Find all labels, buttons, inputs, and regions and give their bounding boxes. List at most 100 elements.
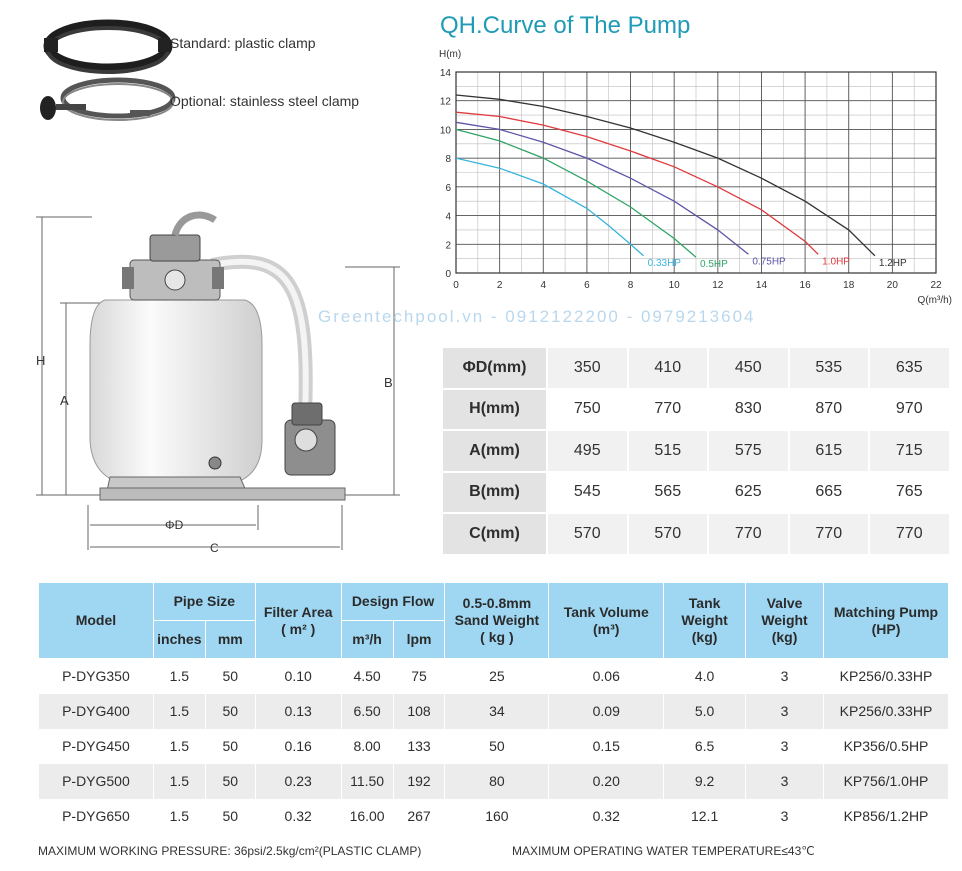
x-tick-label: 22 (930, 280, 942, 291)
dimension-cell: 570 (626, 512, 709, 556)
spec-cell: 80 (444, 763, 550, 799)
dimension-cell: 350 (546, 346, 629, 390)
spec-cell: 0.20 (548, 763, 665, 799)
spec-cell: 25 (444, 658, 550, 694)
spec-cell: 267 (392, 798, 446, 834)
spec-cell: 8.00 (340, 728, 394, 764)
x-axis-label: Q(m³/h) (918, 295, 952, 306)
pump-curve-chart: 0 2 4 6 8 10 12 14 16 18 20 22 0 2 4 6 8 10 12 14 H(m) Q(m³/h… (439, 49, 952, 306)
dimension-cell: 515 (626, 429, 709, 473)
y-tick-label: 2 (445, 240, 451, 251)
dimension-cell: 545 (546, 470, 629, 514)
dimension-row: B(mm) 545 565 625 665 765 (441, 470, 951, 514)
header-pipe-size: Pipe Size (152, 582, 256, 621)
table-row: P-DYG350 1.5 50 0.10 4.50 75 25 0.06 4.0 3 KP256/0… (38, 658, 950, 694)
table-row: P-DYG450 1.5 50 0.16 8.00 133 50 0.15 6.5 3 KP356/… (38, 728, 950, 764)
dimension-cell: 870 (787, 387, 870, 431)
spec-cell: 6.50 (340, 693, 394, 729)
dimension-cell: 410 (626, 346, 709, 390)
dimension-cell: 575 (707, 429, 790, 473)
dimension-table: ΦD(mm) 350 410 450 535 635 H(mm) 750 770 830 870 97… (441, 346, 951, 556)
series-line (455, 157, 645, 257)
spec-cell: 0.09 (548, 693, 665, 729)
header-inches: inches (152, 620, 206, 659)
dimension-cell: 770 (868, 512, 951, 556)
steel-clamp-label: Optional: stainless steel clamp (170, 93, 360, 109)
watermark-text: Greentechpool.vn - 0912122200 - 09792136… (318, 307, 756, 326)
spec-cell: P-DYG650 (38, 798, 154, 834)
plastic-clamp-label: Standard: plastic clamp (170, 35, 316, 51)
x-tick-label: 8 (628, 280, 634, 291)
spec-cell: 50 (204, 728, 256, 764)
series-line (455, 121, 749, 255)
table-row: P-DYG400 1.5 50 0.13 6.50 108 34 0.09 5.0 3 KP256/… (38, 693, 950, 729)
x-tick-label: 20 (887, 280, 899, 291)
spec-cell: 4.0 (663, 658, 747, 694)
spec-cell: 3 (745, 728, 824, 764)
spec-cell: 75 (392, 658, 446, 694)
header-tank-volume: Tank Volume (m³) (548, 582, 665, 659)
spec-cell: 50 (444, 728, 550, 764)
spec-cell: 9.2 (663, 763, 747, 799)
series-label: 1.2HP (879, 258, 907, 269)
spec-cell: 16.00 (340, 798, 394, 834)
dimension-cell: 535 (787, 346, 870, 390)
y-tick-label: 12 (440, 97, 452, 108)
plastic-clamp-image (43, 19, 173, 74)
dimension-cell: 570 (546, 512, 629, 556)
spec-cell: 0.13 (254, 693, 342, 729)
dim-label-a: A (60, 393, 69, 408)
spec-cell: 0.32 (254, 798, 342, 834)
series-label: 0.33HP (648, 258, 682, 269)
header-sand-weight: 0.5-0.8mm Sand Weight( kg ) (444, 582, 550, 659)
spec-cell: 1.5 (152, 763, 206, 799)
x-tick-label: 6 (584, 280, 590, 291)
spec-cell: 192 (392, 763, 446, 799)
header-mm: mm (204, 620, 256, 659)
spec-cell: 3 (745, 658, 824, 694)
series-line (455, 128, 697, 258)
header-valve-weight: Valve Weight (kg) (745, 582, 824, 659)
dimension-row: A(mm) 495 515 575 615 715 (441, 429, 951, 473)
x-tick-label: 18 (843, 280, 855, 291)
series-line (455, 111, 819, 255)
x-tick-label: 0 (453, 280, 459, 291)
spec-cell: 6.5 (663, 728, 747, 764)
y-tick-label: 6 (445, 183, 451, 194)
spec-cell: 5.0 (663, 693, 747, 729)
series-label: 0.75HP (752, 256, 786, 267)
dim-label-h: H (36, 353, 45, 368)
plot-frame (455, 71, 937, 274)
spec-cell: 1.5 (152, 728, 206, 764)
x-tick-label: 2 (497, 280, 503, 291)
steel-clamp-image (40, 77, 176, 121)
x-tick-label: 4 (540, 280, 546, 291)
spec-cell: 11.50 (340, 763, 394, 799)
header-filter-area: Filter Area( m² ) (254, 582, 342, 659)
dim-label-d: ΦD (165, 518, 184, 532)
dimension-cell: 495 (546, 429, 629, 473)
footnote-pressure: MAXIMUM WORKING PRESSURE: 36psi/2.5kg/cm… (38, 844, 422, 858)
table-row: P-DYG500 1.5 50 0.23 11.50 192 80 0.20 9.2 3 KP756… (38, 763, 950, 799)
y-tick-label: 8 (445, 154, 451, 165)
spec-cell: KP256/0.33HP (822, 693, 950, 729)
spec-cell: 4.50 (340, 658, 394, 694)
spec-cell: 0.15 (548, 728, 665, 764)
table-row: P-DYG650 1.5 50 0.32 16.00 267 160 0.32 12.1 3 KP8… (38, 798, 950, 834)
series-label: 0.5HP (700, 259, 728, 270)
spec-cell: P-DYG500 (38, 763, 154, 799)
header-matching-pump: Matching Pump (HP) (822, 582, 950, 659)
y-tick-label: 0 (445, 269, 451, 280)
dimension-cell: 830 (707, 387, 790, 431)
spec-cell: 160 (444, 798, 550, 834)
dim-label-b: B (384, 375, 393, 390)
x-tick-label: 16 (800, 280, 812, 291)
spec-cell: KP856/1.2HP (822, 798, 950, 834)
spec-cell: P-DYG350 (38, 658, 154, 694)
spec-cell: 50 (204, 798, 256, 834)
dimension-cell: 770 (787, 512, 870, 556)
header-tank-weight: Tank Weight (kg) (663, 582, 747, 659)
spec-cell: 0.16 (254, 728, 342, 764)
dimension-cell: 770 (626, 387, 709, 431)
spec-cell: KP256/0.33HP (822, 658, 950, 694)
